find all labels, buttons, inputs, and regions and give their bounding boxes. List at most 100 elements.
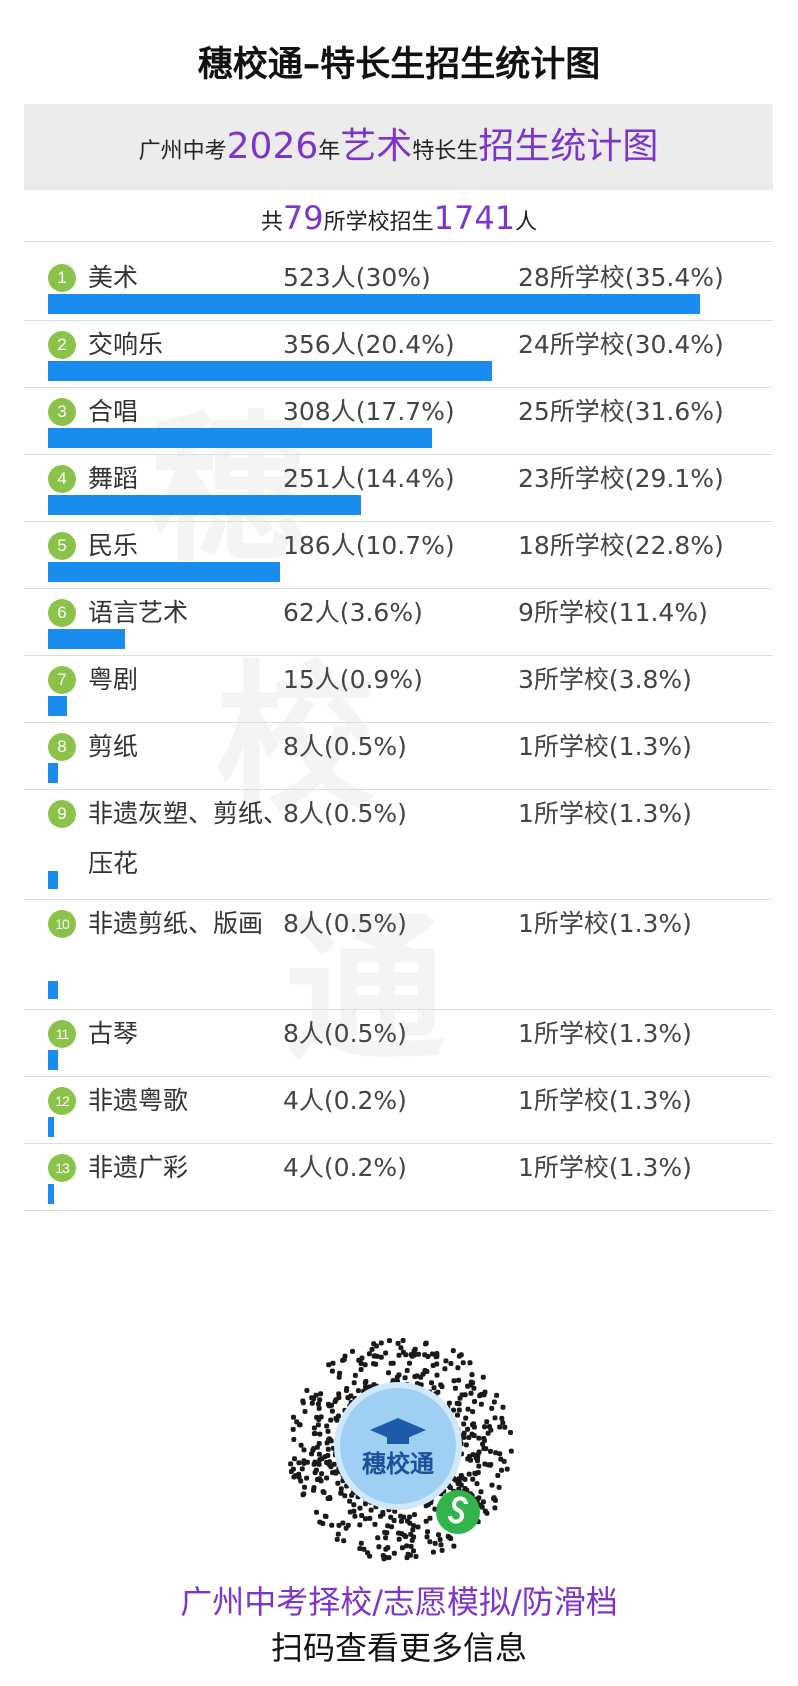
- rank-badge: 4: [48, 465, 76, 493]
- row-divider: [24, 1009, 773, 1010]
- row-divider: [24, 722, 773, 723]
- school-count-label: 18所学校(22.8%): [518, 531, 724, 560]
- school-count-label: 3所学校(3.8%): [518, 665, 692, 694]
- school-count-label: 1所学校(1.3%): [518, 1019, 692, 1048]
- summary-suffix: 人: [515, 210, 538, 235]
- school-count-label: 28所学校(35.4%): [518, 263, 724, 292]
- value-bar: [48, 428, 432, 448]
- row-divider: [24, 655, 773, 656]
- rank-badge: 7: [48, 666, 76, 694]
- graduation-cap-base: [387, 1434, 409, 1444]
- qr-code[interactable]: 穗校通: [282, 1330, 514, 1562]
- value-bar: [48, 495, 361, 515]
- rank-badge: 5: [48, 532, 76, 560]
- header-year: 2026: [226, 126, 319, 167]
- chart-row: 9 非遗灰塑、剪纸、压花 8人(0.5%) 1所学校(1.3%): [48, 789, 750, 899]
- category-label: 美术: [88, 263, 139, 292]
- qr-logo-text: 穗校通: [362, 1450, 434, 1478]
- footer-promo: 广州中考择校/志愿模拟/防滑档: [180, 1583, 618, 1621]
- header-middle: 特长生: [412, 139, 479, 164]
- chart-row: 13 非遗广彩 4人(0.2%) 1所学校(1.3%): [48, 1143, 750, 1210]
- category-label: 舞蹈: [88, 464, 139, 493]
- watermark-char-2: 校: [215, 610, 375, 842]
- row-divider: [24, 1076, 773, 1077]
- header-divider: [24, 241, 773, 242]
- school-count-label: 1所学校(1.3%): [518, 1153, 692, 1182]
- row-divider: [24, 521, 773, 522]
- summary-middle: 所学校招生: [323, 210, 434, 235]
- header-prefix: 广州中考: [138, 139, 227, 164]
- rank-badge: 8: [48, 733, 76, 761]
- category-label: 古琴: [88, 1019, 139, 1048]
- row-divider: [24, 899, 773, 900]
- category-label: 非遗广彩: [88, 1153, 189, 1182]
- people-count-label: 8人(0.5%): [283, 909, 407, 938]
- value-bar: [48, 981, 58, 999]
- school-count-label: 23所学校(29.1%): [518, 464, 724, 493]
- watermark-char-1: 穗: [150, 360, 310, 592]
- value-bar: [48, 696, 67, 716]
- page-title: 穗校通–特长生招生统计图: [197, 45, 601, 85]
- header-category: 艺术: [340, 126, 413, 167]
- header-tail: 招生统计图: [478, 126, 659, 167]
- chart-row: 11 古琴 8人(0.5%) 1所学校(1.3%): [48, 1009, 750, 1076]
- people-count-label: 356人(20.4%): [283, 330, 455, 359]
- category-label: 非遗灰塑、剪纸、压花: [88, 799, 289, 878]
- category-label: 粤剧: [88, 665, 139, 694]
- chart-row: 8 剪纸 8人(0.5%) 1所学校(1.3%): [48, 722, 750, 789]
- graduation-cap-icon: [370, 1418, 426, 1442]
- category-label: 语言艺术: [88, 598, 189, 627]
- value-bar: [48, 871, 58, 889]
- footer-scan-hint: 扫码查看更多信息: [270, 1629, 527, 1667]
- row-divider: [24, 588, 773, 589]
- school-count-label: 25所学校(31.6%): [518, 397, 724, 426]
- rank-badge: 3: [48, 398, 76, 426]
- value-bar: [48, 361, 492, 381]
- people-count-label: 251人(14.4%): [283, 464, 455, 493]
- mini-program-glyph: [448, 1496, 468, 1524]
- value-bar: [48, 562, 280, 582]
- category-label: 交响乐: [88, 330, 164, 359]
- category-label: 民乐: [88, 531, 139, 560]
- school-count-label: 1所学校(1.3%): [518, 1086, 692, 1115]
- qr-logo-inner: [340, 1388, 456, 1504]
- summary-prefix: 共: [260, 210, 283, 235]
- rank-badge: 2: [48, 331, 76, 359]
- school-count-label: 1所学校(1.3%): [518, 909, 692, 938]
- chart-row: 12 非遗粤歌 4人(0.2%) 1所学校(1.3%): [48, 1076, 750, 1143]
- people-count-label: 8人(0.5%): [283, 732, 407, 761]
- row-divider: [24, 789, 773, 790]
- qr-code-graphic: 穗校通: [288, 1338, 514, 1562]
- rank-badge: 9: [48, 800, 76, 828]
- school-count-label: 1所学校(1.3%): [518, 732, 692, 761]
- summary-line: 共79所学校招生1741人: [0, 197, 798, 244]
- rank-badge: 11: [48, 1020, 76, 1048]
- rank-badge: 12: [48, 1087, 76, 1115]
- watermark-char-3: 通: [285, 860, 445, 1092]
- people-count-label: 4人(0.2%): [283, 1153, 407, 1182]
- row-divider: [24, 454, 773, 455]
- category-label: 非遗剪纸、版画: [88, 909, 264, 938]
- chart-row: 4 舞蹈 251人(14.4%) 23所学校(29.1%): [48, 454, 750, 521]
- row-divider: [24, 1210, 773, 1211]
- rank-badge: 1: [48, 264, 76, 292]
- chart-row: 2 交响乐 356人(20.4%) 24所学校(30.4%): [48, 320, 750, 387]
- rank-badge: 10: [48, 910, 76, 938]
- value-bar: [48, 1050, 58, 1070]
- summary-people: 1741: [433, 199, 516, 237]
- header-year-suffix: 年: [318, 139, 341, 164]
- value-bar: [48, 1117, 54, 1137]
- people-count-label: 186人(10.7%): [283, 531, 455, 560]
- people-count-label: 8人(0.5%): [283, 1019, 407, 1048]
- value-bar: [48, 1184, 54, 1204]
- category-label: 非遗粤歌: [88, 1086, 189, 1115]
- people-count-label: 308人(17.7%): [283, 397, 455, 426]
- category-label: 剪纸: [88, 732, 139, 761]
- school-count-label: 1所学校(1.3%): [518, 799, 692, 828]
- people-count-label: 523人(30%): [283, 263, 431, 292]
- category-label: 合唱: [88, 397, 139, 426]
- chart-row: 10 非遗剪纸、版画 8人(0.5%) 1所学校(1.3%): [48, 899, 750, 1009]
- people-count-label: 62人(3.6%): [283, 598, 423, 627]
- chart-header: 广州中考2026年艺术特长生招生统计图: [24, 104, 773, 190]
- value-bar: [48, 763, 58, 783]
